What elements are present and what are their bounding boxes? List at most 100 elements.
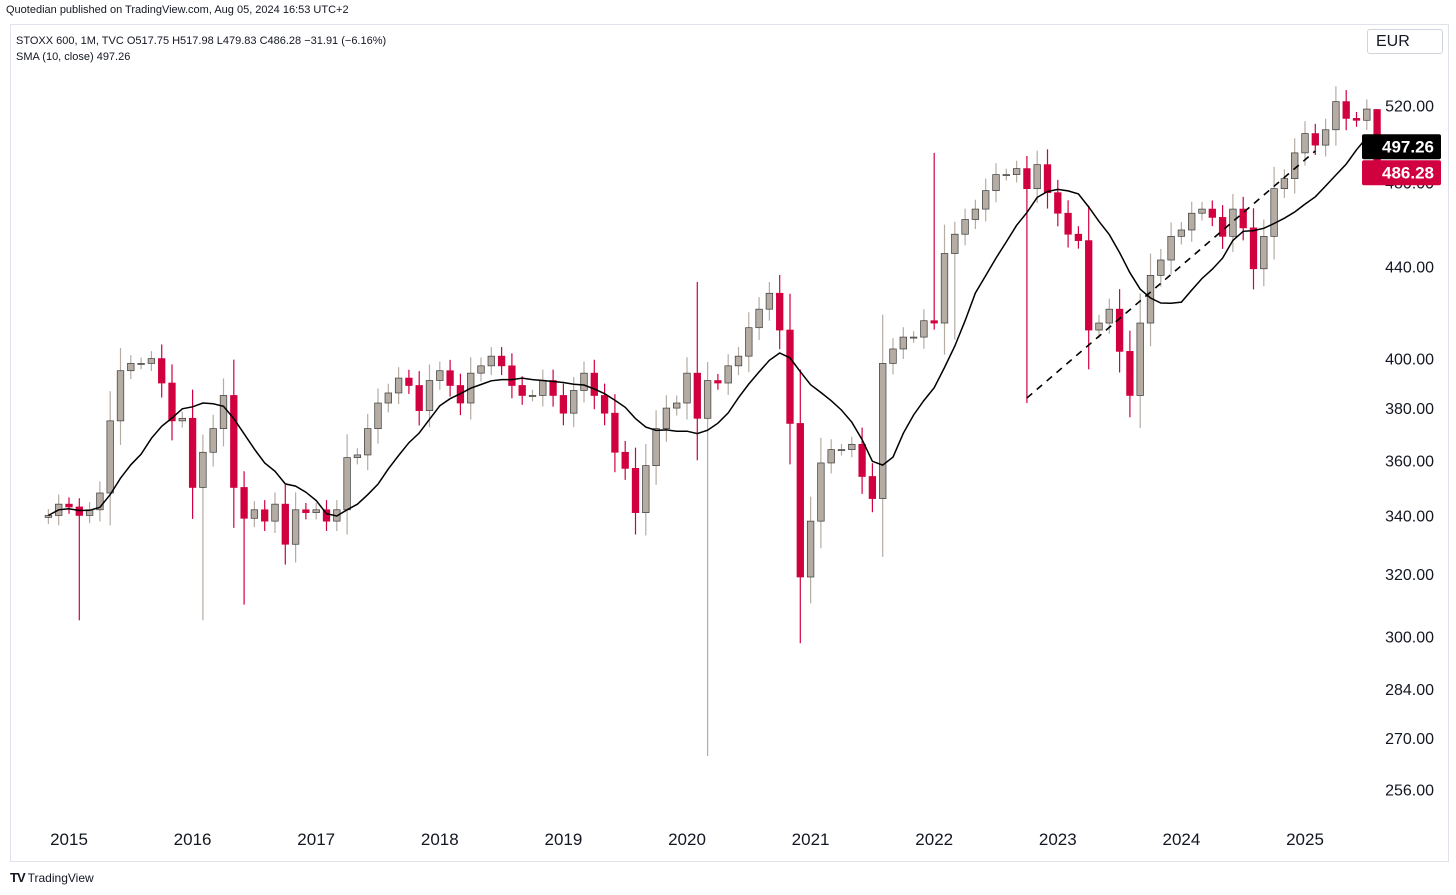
candle-body <box>1095 322 1103 331</box>
candle-body <box>1188 212 1196 231</box>
candle-body <box>1239 208 1247 229</box>
candle-body <box>188 417 197 488</box>
candle-body <box>178 417 186 422</box>
candle-body <box>1043 164 1052 194</box>
x-tick-label: 2025 <box>1286 830 1324 849</box>
candle-body <box>291 509 300 545</box>
last-price-label: 486.28 <box>1382 163 1434 182</box>
footer-branding: TV TradingView <box>10 870 94 885</box>
candle-body <box>714 380 722 384</box>
y-tick-label: 400.00 <box>1385 352 1434 369</box>
candle-body <box>1260 235 1268 270</box>
candle-body <box>1033 164 1041 189</box>
legend-sma-line: SMA (10, close) 497.26 <box>16 51 131 63</box>
candle-body <box>673 402 681 409</box>
candle-body <box>405 377 413 386</box>
candle-body <box>425 380 434 411</box>
candle-body <box>230 395 238 488</box>
candle-body <box>312 509 320 513</box>
candle-body <box>1177 229 1186 237</box>
candle-body <box>889 348 897 364</box>
candle-body <box>1218 217 1227 237</box>
candle-body <box>477 365 485 374</box>
candle-body <box>1332 101 1340 131</box>
candle-body <box>394 377 403 394</box>
candle-body <box>116 370 125 422</box>
candle-body <box>528 395 537 397</box>
candle-body <box>549 380 557 396</box>
y-tick-label: 320.00 <box>1385 567 1434 584</box>
candle-body <box>343 457 351 511</box>
candle-body <box>858 443 866 477</box>
candle-body <box>1012 168 1021 175</box>
x-tick-label: 2015 <box>50 830 88 849</box>
x-tick-label: 2023 <box>1039 830 1077 849</box>
candle-body <box>106 420 114 494</box>
y-tick-label: 360.00 <box>1385 453 1434 470</box>
candle-body <box>1321 129 1330 146</box>
candle-body <box>1229 208 1237 237</box>
candle-body <box>992 174 1000 192</box>
candle-body <box>487 355 495 367</box>
candle-body <box>755 308 763 329</box>
candle-body <box>580 372 588 391</box>
candle-body <box>961 219 969 235</box>
y-tick-label: 300.00 <box>1385 629 1434 646</box>
candle-body <box>1074 233 1083 241</box>
currency-button[interactable]: EUR <box>1367 29 1443 54</box>
candle-body <box>662 407 671 429</box>
y-tick-label: 340.00 <box>1385 508 1434 525</box>
footer-brand-text: TradingView <box>27 870 94 885</box>
sma-price-label: 497.26 <box>1382 137 1434 156</box>
x-tick-label: 2018 <box>421 830 459 849</box>
candle-body <box>951 233 959 254</box>
y-tick-label: 380.00 <box>1385 401 1434 418</box>
candle-body <box>353 454 362 458</box>
candle-body <box>693 372 701 419</box>
candle-body <box>848 443 856 450</box>
candle-body <box>765 292 774 310</box>
y-tick-label: 270.00 <box>1385 731 1434 748</box>
candle-body <box>703 380 712 419</box>
candle-body <box>631 468 640 513</box>
candle-body <box>930 320 938 324</box>
candle-body <box>600 395 609 414</box>
candle-body <box>168 382 176 422</box>
x-tick-label: 2022 <box>915 830 953 849</box>
candle-body <box>1064 212 1072 235</box>
sma-price-label-bg <box>1362 134 1441 160</box>
candle-body <box>837 449 846 451</box>
candle-body <box>199 451 207 488</box>
candle-body <box>971 208 980 220</box>
candle-body <box>158 358 166 384</box>
candle-body <box>734 355 743 367</box>
last-price-label-bg <box>1362 160 1441 186</box>
legend-symbol-line: STOXX 600, 1M, TVC O517.75 H517.98 L479.… <box>16 35 387 47</box>
candle-body <box>796 423 804 578</box>
candle-body <box>1105 308 1113 324</box>
candle-body <box>147 358 156 364</box>
candle-body <box>281 503 289 545</box>
candle-body <box>436 370 444 381</box>
y-tick-label: 520.00 <box>1385 98 1434 115</box>
candle-body <box>1167 235 1175 261</box>
candle-body <box>1023 168 1031 189</box>
candle-body <box>1085 240 1093 331</box>
y-tick-label: 256.00 <box>1385 782 1434 799</box>
candle-body <box>879 363 887 499</box>
candle-body <box>44 515 53 518</box>
support-trendline <box>1026 150 1316 399</box>
candle-body <box>415 385 423 411</box>
candle-body <box>724 365 732 384</box>
y-tick-label: 440.00 <box>1385 260 1434 277</box>
candle-body <box>240 487 248 519</box>
candle-body <box>570 390 578 414</box>
x-tick-label: 2020 <box>668 830 706 849</box>
candle-body <box>1136 322 1144 396</box>
candle-body <box>1352 118 1361 121</box>
candle-body <box>776 292 784 331</box>
candle-body <box>652 428 660 467</box>
candle-body <box>127 363 135 372</box>
candle-body <box>899 336 907 350</box>
